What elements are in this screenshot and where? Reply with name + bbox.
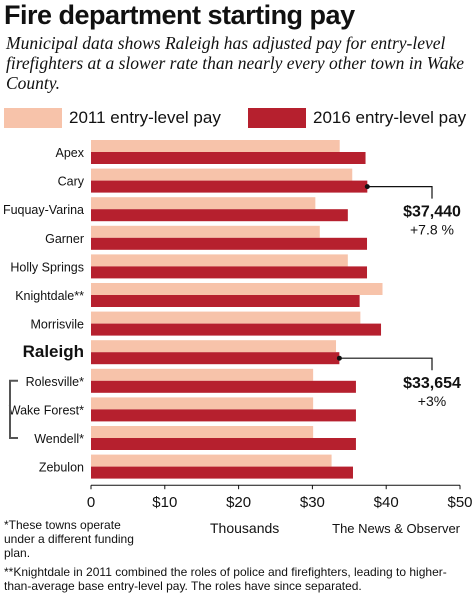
category-label-morrisvile: Morrisvile: [31, 318, 85, 332]
category-label-wake-forest: Wake Forest*: [9, 403, 84, 417]
bar-2011-knightdale: [91, 283, 383, 295]
bar-2011-rolesville: [91, 368, 314, 381]
footnotes: *These towns operate under a different f…: [4, 518, 470, 593]
footnote-knightdale: **Knightdale in 2011 combined the roles …: [4, 565, 447, 593]
annotation-value-cary: $37,440: [403, 204, 461, 221]
bar-2016-zebulon: [91, 466, 353, 479]
bar-2011-holly-springs: [91, 254, 348, 267]
chart-title: Fire department starting pay: [4, 0, 355, 30]
bar-2011-zebulon: [91, 454, 332, 467]
bar-2016-cary: [91, 180, 368, 193]
category-label-apex: Apex: [56, 146, 85, 160]
annotation-change-cary: +7.8 %: [410, 222, 454, 238]
legend-label-2011: 2011 entry-level pay: [69, 108, 221, 127]
annotation-value-raleigh: $33,654: [403, 375, 461, 392]
legend-swatch-2011: [4, 108, 62, 128]
bar-2016-apex: [91, 152, 366, 164]
bar-2011-garner: [91, 225, 320, 238]
bar-2011-fuquay-varina: [91, 197, 316, 210]
bar-2016-knightdale: [91, 295, 360, 307]
category-label-holly-springs: Holly Springs: [10, 260, 84, 274]
bar-2011-apex: [91, 140, 340, 152]
bar-2016-raleigh: [91, 352, 340, 365]
bar-2016-morrisvile: [91, 323, 382, 336]
x-tick-label-10: $10: [152, 494, 177, 511]
asterisk-group-bracket: [9, 379, 18, 439]
bar-2016-holly-springs: [91, 266, 368, 279]
x-tick-label-20: $20: [226, 494, 251, 511]
bar-2016-wendell: [91, 438, 356, 450]
bar-2016-garner: [91, 237, 368, 250]
category-label-zebulon: Zebulon: [39, 461, 84, 475]
bar-2016-rolesville: [91, 380, 356, 393]
bar-2016-fuquay-varina: [91, 209, 348, 222]
category-label-rolesville: Rolesville*: [26, 375, 84, 389]
bar-2011-cary: [91, 168, 353, 181]
x-tick-label-50: $50: [447, 494, 472, 511]
bar-2016-wake-forest: [91, 409, 356, 422]
legend-swatch-2016: [248, 108, 306, 128]
x-tick-label-30: $30: [300, 494, 325, 511]
credit-line: The News & Observer: [332, 521, 460, 536]
bar-2011-wendell: [91, 426, 314, 438]
legend-item-2016: 2016 entry-level pay: [248, 106, 466, 130]
category-label-garner: Garner: [45, 232, 84, 246]
annotation-change-raleigh: +3%: [418, 393, 446, 409]
annotation-leader-cary: [367, 186, 433, 199]
bar-2011-raleigh: [91, 340, 337, 353]
bar-2011-wake-forest: [91, 397, 314, 410]
category-label-knightdale: Knightdale**: [15, 289, 84, 303]
legend-item-2011: 2011 entry-level pay: [4, 106, 221, 130]
category-label-wendell: Wendell*: [34, 432, 84, 446]
footnote-funding: *These towns operate under a different f…: [4, 518, 134, 560]
x-tick-label-0: 0: [87, 494, 95, 511]
category-label-fuquay-varina: Fuquay-Varina: [3, 203, 84, 217]
chart-subtitle: Municipal data shows Raleigh has adjuste…: [6, 33, 465, 93]
x-axis-label: Thousands: [210, 520, 280, 536]
category-label-raleigh: Raleigh: [23, 342, 84, 361]
bar-2011-morrisvile: [91, 311, 361, 324]
legend-label-2016: 2016 entry-level pay: [313, 108, 467, 127]
annotation-leader-raleigh: [339, 357, 433, 371]
category-label-cary: Cary: [58, 175, 85, 189]
x-tick-label-40: $40: [374, 494, 399, 511]
